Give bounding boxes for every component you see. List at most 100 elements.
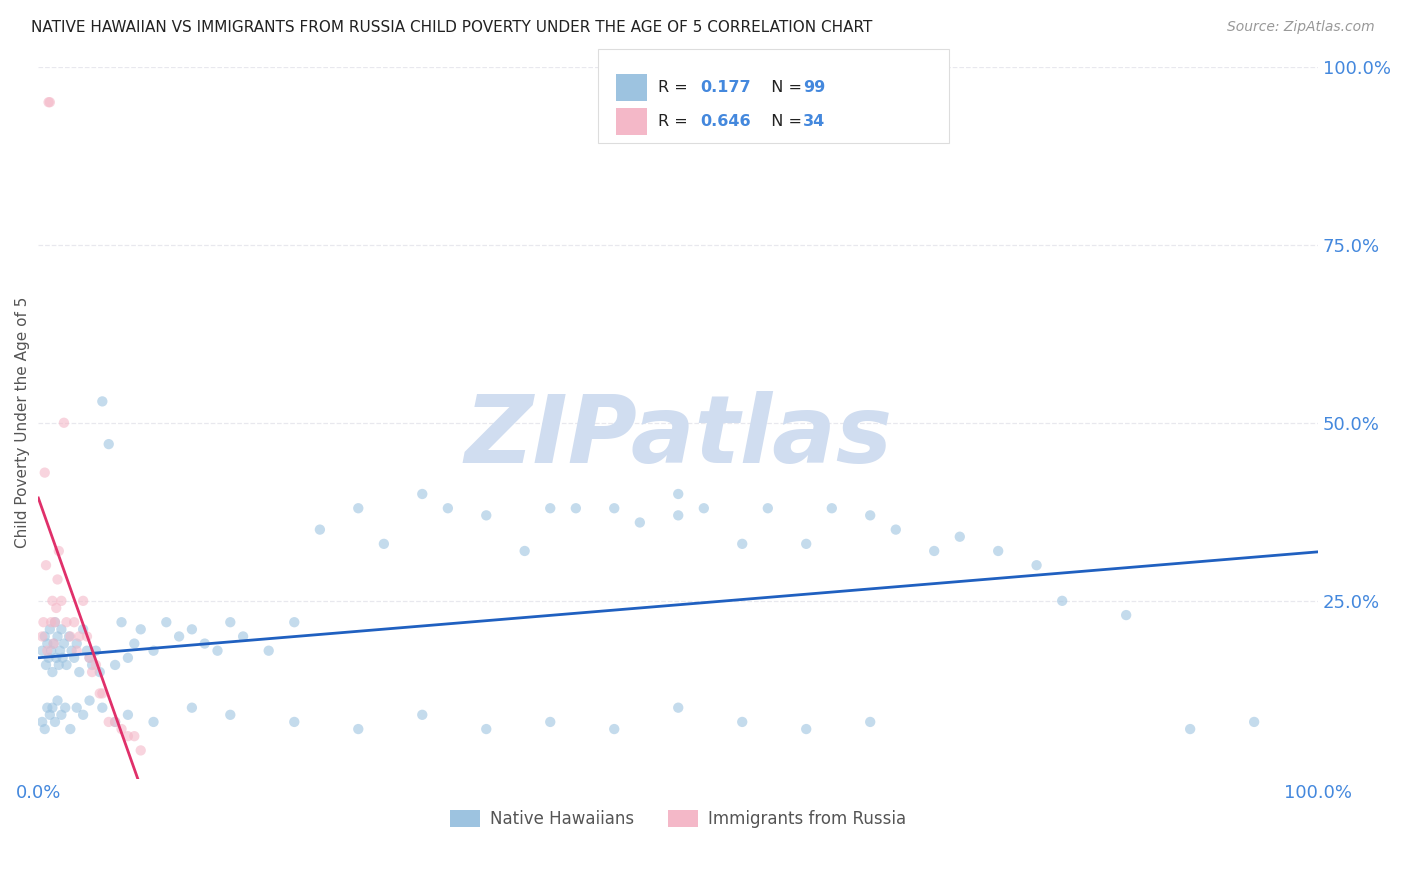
Point (34, 630, 56, 644)
Point (129, 743, 152, 757)
Point (55, 657, 77, 672)
Point (39, 615, 62, 630)
Point (44, 615, 66, 630)
Point (66, 643, 89, 657)
Point (373, 537, 395, 551)
Point (66, 700, 89, 714)
Point (66, 636, 89, 650)
Point (52, 650, 75, 665)
Point (67, 630, 90, 644)
Point (44, 615, 66, 630)
Point (155, 615, 177, 630)
Point (39, 643, 62, 657)
Point (79, 650, 101, 665)
Point (91, 394, 114, 409)
Point (207, 643, 229, 657)
Point (84, 657, 107, 672)
Text: 0.646: 0.646 (700, 114, 751, 128)
Point (538, 714, 561, 729)
Point (1115, 608, 1137, 623)
Point (1025, 558, 1047, 573)
Point (666, 487, 689, 501)
Point (58, 630, 80, 644)
Point (987, 544, 1010, 558)
Point (859, 508, 882, 523)
Point (55, 615, 77, 630)
Point (104, 714, 127, 729)
Point (63, 615, 86, 630)
Point (124, 729, 146, 743)
Point (91, 700, 114, 714)
Point (117, 729, 139, 743)
Text: N =: N = (761, 80, 807, 95)
Point (76, 643, 98, 657)
Point (142, 714, 165, 729)
Point (59, 722, 82, 736)
Point (89, 686, 111, 700)
Point (52, 416, 75, 430)
Point (180, 700, 202, 714)
Point (51, 707, 73, 722)
Point (41, 665, 63, 679)
Point (475, 722, 498, 736)
Point (97, 437, 120, 451)
Point (91, 686, 114, 700)
Point (89, 665, 111, 679)
Point (38, 707, 60, 722)
Text: 99: 99 (803, 80, 825, 95)
Point (693, 501, 716, 516)
Point (475, 508, 498, 523)
Point (1050, 594, 1073, 608)
Point (538, 501, 561, 516)
Point (731, 714, 754, 729)
Point (794, 722, 817, 736)
Point (37, 643, 59, 657)
Point (35, 558, 58, 573)
Point (437, 501, 460, 516)
Point (97, 714, 120, 729)
Point (42, 636, 65, 650)
Point (565, 501, 588, 516)
Point (603, 501, 626, 516)
Point (129, 623, 152, 637)
Point (46, 573, 69, 587)
Point (949, 530, 972, 544)
Point (219, 707, 242, 722)
Point (411, 487, 433, 501)
Point (110, 615, 132, 630)
Text: R =: R = (658, 80, 693, 95)
Point (80, 657, 103, 672)
Point (51, 623, 73, 637)
Text: N =: N = (761, 114, 807, 128)
Y-axis label: Child Poverty Under the Age of 5: Child Poverty Under the Age of 5 (15, 297, 30, 549)
Text: 0.177: 0.177 (700, 80, 751, 95)
Point (859, 714, 882, 729)
Point (1243, 714, 1265, 729)
Point (31, 630, 53, 644)
Point (821, 501, 844, 516)
Point (79, 650, 101, 665)
Point (42, 636, 65, 650)
Point (283, 714, 305, 729)
Point (666, 700, 689, 714)
Point (628, 516, 651, 530)
Point (48, 544, 70, 558)
Point (46, 693, 69, 707)
Point (51, 594, 73, 608)
Point (117, 707, 139, 722)
Point (219, 615, 242, 630)
Point (884, 523, 907, 537)
Point (347, 722, 370, 736)
Point (232, 630, 254, 644)
Point (32, 615, 55, 630)
Point (67, 665, 90, 679)
Point (72, 623, 94, 637)
Point (52, 636, 75, 650)
Point (38, 623, 60, 637)
Point (347, 501, 370, 516)
Point (44, 714, 66, 729)
Legend: Native Hawaiians, Immigrants from Russia: Native Hawaiians, Immigrants from Russia (444, 803, 912, 835)
Point (60, 643, 83, 657)
Point (63, 650, 86, 665)
Point (48, 657, 70, 672)
